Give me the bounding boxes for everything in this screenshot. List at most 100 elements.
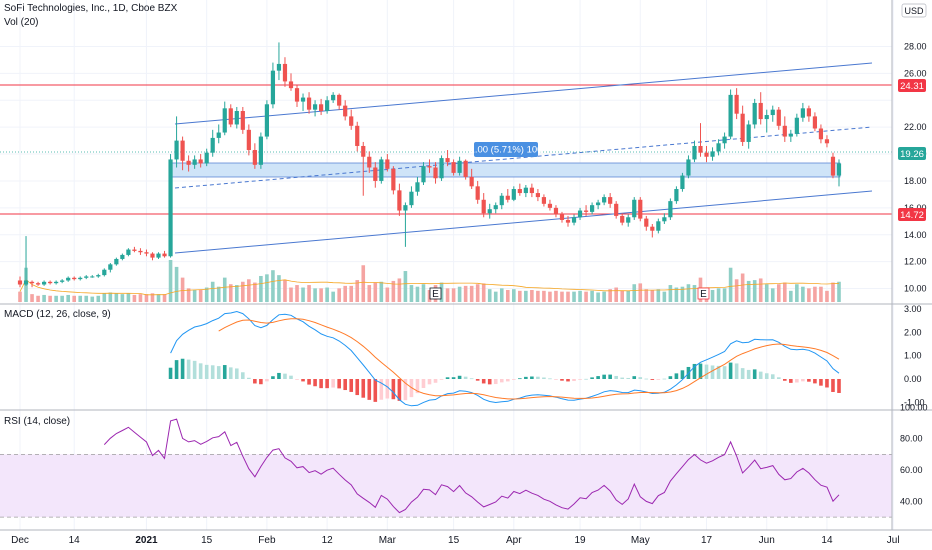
- volume-indicator-title[interactable]: Vol (20): [4, 17, 39, 28]
- resistance-price-tag: 24.31: [898, 79, 926, 92]
- volume-bar: [120, 294, 125, 302]
- candle-body: [60, 280, 65, 282]
- macd-axis[interactable]: 3.00 2.00 1.00 0.00 -1.00: [904, 304, 925, 407]
- time-tick-label: 17: [701, 535, 713, 546]
- candle-body: [391, 168, 396, 191]
- candle-body: [602, 197, 607, 203]
- candle-body: [650, 226, 655, 231]
- currency-button[interactable]: USD: [901, 3, 927, 18]
- macd-panel: [168, 310, 841, 407]
- volume-bar: [807, 288, 811, 302]
- volume-bar: [373, 282, 378, 302]
- volume-bar: [710, 290, 715, 302]
- rsi-panel: [0, 418, 892, 518]
- macd-histogram-bar: [247, 377, 251, 379]
- candle-body: [78, 277, 83, 280]
- macd-histogram-bar: [198, 363, 203, 379]
- volume-bar: [686, 284, 691, 302]
- volume-bar: [427, 290, 432, 302]
- volume-bar: [379, 281, 384, 302]
- candle-body: [824, 139, 830, 144]
- macd-histogram-bar: [566, 379, 570, 382]
- macd-histogram-bar: [584, 378, 588, 380]
- volume-bar: [789, 290, 793, 302]
- volume-bar: [60, 295, 64, 302]
- measure-tooltip: 1.00 (5.71%) 100: [470, 142, 543, 157]
- volume-bar: [385, 287, 390, 302]
- volume-bar: [608, 289, 612, 302]
- candle-body: [343, 105, 348, 117]
- volume-bar: [367, 285, 372, 302]
- macd-histogram-bar: [644, 378, 649, 380]
- candle-body: [180, 140, 185, 161]
- volume-bar: [186, 288, 191, 302]
- candle-body: [349, 116, 354, 126]
- channel-upper-line: [174, 62, 873, 125]
- macd-tick-label: 2.00: [904, 327, 922, 337]
- volume-bar: [18, 291, 22, 302]
- candle-body: [559, 214, 565, 220]
- candle-body: [300, 97, 306, 102]
- rsi-tick-label: 60.00: [900, 465, 923, 475]
- candle-body: [577, 210, 583, 218]
- candle-body: [589, 205, 595, 212]
- macd-histogram-bar: [180, 358, 185, 379]
- macd-histogram-bar: [764, 373, 769, 379]
- macd-indicator-title[interactable]: MACD (12, 26, close, 9): [4, 309, 111, 320]
- candle-body: [644, 218, 649, 227]
- volume-bar: [283, 280, 287, 302]
- svg-text:E: E: [432, 289, 439, 300]
- svg-text:E: E: [700, 289, 707, 300]
- candle-body: [626, 217, 631, 223]
- measure-tooltip-text: 1.00 (5.71%) 100: [470, 145, 543, 156]
- candle-body: [90, 276, 95, 278]
- volume-bar: [132, 294, 137, 302]
- candle-body: [96, 275, 101, 277]
- candle-body: [427, 166, 432, 168]
- volume-bar: [644, 289, 649, 302]
- macd-histogram-bar: [427, 379, 432, 385]
- candle-body: [608, 197, 613, 204]
- macd-histogram-bar: [301, 379, 305, 382]
- macd-histogram: [168, 358, 841, 402]
- volume-bar: [734, 279, 739, 302]
- volume-bar: [746, 280, 751, 302]
- volume-bar: [265, 274, 269, 302]
- time-axis[interactable]: Dec 14 2021 15 Feb 12 Mar 15 Apr 19 May 17 Jun 14 Jul: [11, 535, 899, 546]
- volume-bar: [656, 289, 661, 302]
- volume-bar: [90, 296, 95, 302]
- candle-body: [662, 217, 667, 222]
- macd-histogram-bar: [825, 379, 829, 388]
- candle-body: [457, 160, 462, 173]
- symbol-title[interactable]: SoFi Technologies, Inc., 1D, Cboe BZX: [4, 3, 178, 14]
- candle-body: [294, 88, 300, 102]
- candle-body: [632, 199, 637, 218]
- volume-bar: [295, 285, 299, 302]
- earnings-marker-1[interactable]: E: [429, 287, 442, 300]
- earnings-marker-2[interactable]: E: [697, 287, 710, 300]
- macd-histogram-bar: [295, 379, 299, 380]
- macd-histogram-bar: [548, 378, 552, 380]
- candle-body: [210, 137, 215, 153]
- volume-bar: [614, 287, 618, 302]
- macd-histogram-bar: [343, 379, 347, 391]
- volume-bar: [301, 287, 305, 302]
- rsi-indicator-title[interactable]: RSI (14, close): [4, 416, 71, 427]
- macd-histogram-bar: [451, 377, 456, 379]
- volume-bar: [162, 294, 167, 302]
- macd-histogram-bar: [469, 378, 474, 380]
- macd-histogram-bar: [222, 365, 227, 379]
- volume-bar: [156, 294, 161, 302]
- candle-body: [499, 195, 504, 206]
- candle-body: [138, 250, 143, 253]
- volume-bar: [277, 275, 281, 302]
- volume-bar: [469, 285, 474, 302]
- candle-body: [108, 264, 113, 270]
- rsi-axis[interactable]: 100.00 80.00 60.00 40.00: [900, 402, 928, 506]
- support-resistance-zone: [169, 162, 841, 178]
- volume-bar: [770, 288, 775, 302]
- time-tick-label: Mar: [379, 535, 397, 546]
- volume-bar: [728, 267, 733, 302]
- macd-histogram-bar: [608, 374, 612, 379]
